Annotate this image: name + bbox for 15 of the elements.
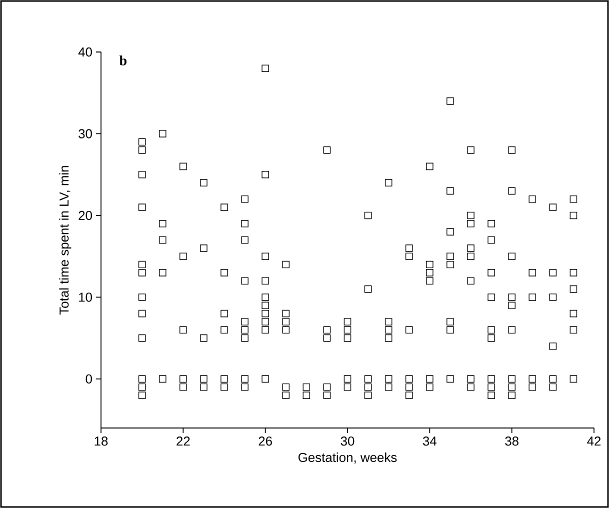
x-tick-label: 38 <box>505 436 518 446</box>
x-tick-label: 26 <box>258 436 272 446</box>
x-tick-label: 30 <box>340 436 354 446</box>
x-tick-label: 18 <box>94 436 108 446</box>
x-tick-label: 34 <box>422 436 436 446</box>
x-tick-label: 22 <box>176 436 190 446</box>
annotation: b <box>119 56 126 66</box>
y-tick-label: 20 <box>78 210 92 220</box>
x-axis-title: Gestation, weeks <box>298 452 397 464</box>
y-tick-label: 10 <box>79 292 92 302</box>
y-tick-label: 0 <box>86 374 92 384</box>
y-axis-title: Total time spent in LV, min <box>59 166 72 315</box>
y-tick-label: 40 <box>78 47 92 57</box>
x-tick-label: 42 <box>587 436 601 446</box>
y-tick-label: 30 <box>78 129 92 138</box>
